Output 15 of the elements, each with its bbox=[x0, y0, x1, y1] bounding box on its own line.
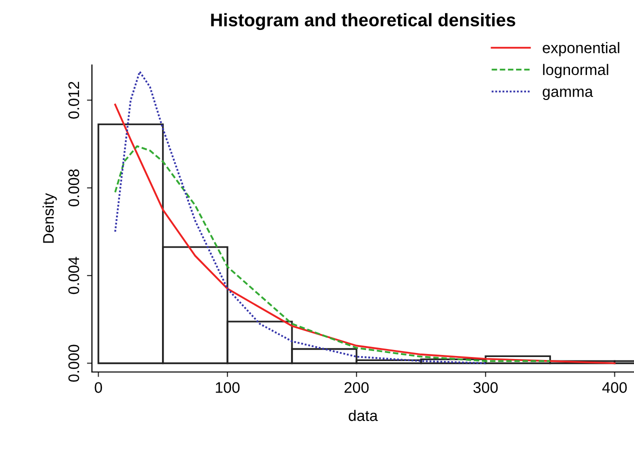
x-tick-label: 200 bbox=[344, 382, 369, 393]
legend-label: lognormal bbox=[543, 64, 608, 78]
y-axis-title: Density bbox=[42, 193, 57, 243]
x-tick-label: 0 bbox=[94, 382, 102, 393]
x-tick-label: 400 bbox=[602, 382, 627, 393]
legend-label: exponential bbox=[542, 42, 620, 56]
y-tick-label: 0.012 bbox=[68, 82, 80, 119]
x-axis-title: data bbox=[348, 410, 378, 422]
chart-title: Histogram and theoretical densities bbox=[211, 13, 516, 30]
y-tick-label: 0.000 bbox=[68, 344, 80, 382]
x-tick-label: 100 bbox=[216, 382, 240, 393]
legend-label: gamma bbox=[542, 88, 594, 100]
x-tick-label: 300 bbox=[473, 382, 498, 393]
y-tick-label: 0.008 bbox=[68, 169, 80, 206]
y-tick-label: 0.004 bbox=[68, 256, 80, 294]
